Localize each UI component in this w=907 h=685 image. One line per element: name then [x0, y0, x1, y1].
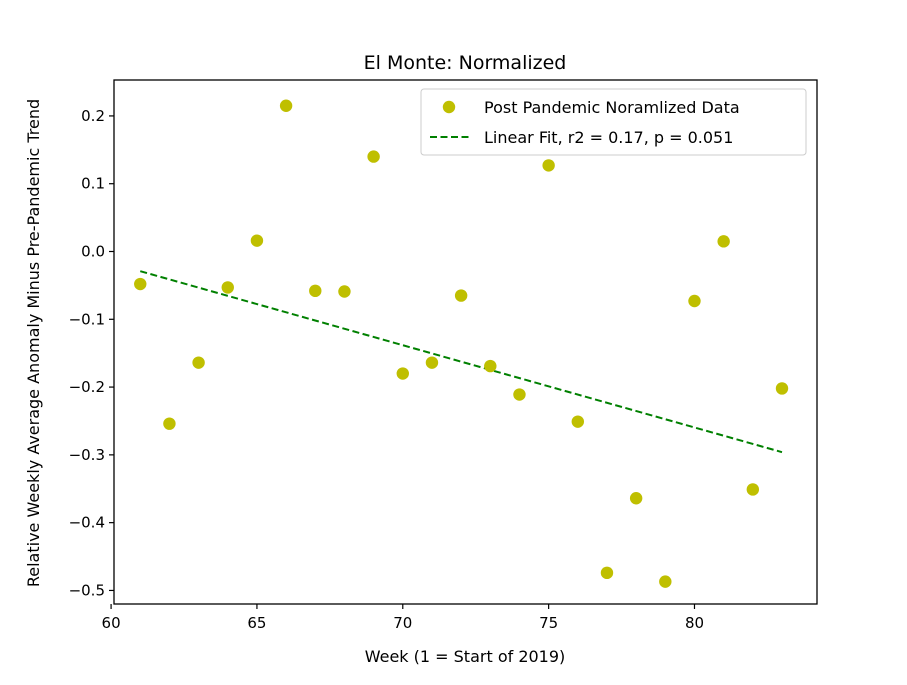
plot-area: [134, 99, 789, 588]
legend-marker-scatter: [442, 100, 456, 114]
data-point: [542, 159, 555, 172]
x-tick-label: 80: [685, 614, 704, 632]
x-tick-label: 60: [102, 614, 121, 632]
y-tick-label: −0.2: [69, 378, 105, 396]
data-point: [746, 483, 760, 496]
data-point: [163, 417, 176, 430]
data-point: [221, 281, 234, 294]
legend-label: Linear Fit, r2 = 0.17, p = 0.051: [484, 128, 733, 147]
data-point: [688, 294, 701, 308]
y-tick-label: 0.2: [81, 107, 105, 125]
data-point: [454, 289, 468, 302]
data-point: [571, 415, 585, 428]
data-point: [192, 356, 205, 369]
x-tick-label: 70: [393, 614, 412, 632]
data-point: [250, 234, 264, 247]
data-point: [600, 566, 614, 580]
linear-fit-line: [139, 270, 783, 454]
y-tick-label: 0.1: [81, 175, 105, 193]
x-tick-label: 75: [539, 614, 558, 632]
y-tick-label: −0.1: [69, 310, 105, 328]
axes-frame: [113, 79, 818, 605]
y-tick-label: −0.3: [69, 446, 105, 464]
legend-label: Post Pandemic Noramlized Data: [484, 98, 740, 117]
data-point: [134, 277, 147, 291]
data-point: [309, 284, 322, 298]
x-tick-label: 65: [247, 614, 266, 632]
data-point: [338, 285, 351, 298]
data-point: [425, 356, 439, 369]
x-axis-label: Week (1 = Start of 2019): [365, 647, 566, 666]
data-point: [717, 235, 730, 248]
data-point: [775, 382, 789, 395]
data-point: [279, 99, 293, 112]
y-tick-label: −0.4: [69, 514, 105, 532]
y-axis-label: Relative Weekly Average Anomaly Minus Pr…: [24, 99, 43, 587]
x-axis-ticks: 60 65 70 75 80: [102, 604, 704, 632]
data-point: [659, 575, 672, 588]
data-point: [629, 492, 643, 505]
y-tick-label: 0.0: [81, 243, 105, 261]
data-point: [396, 367, 409, 380]
data-point: [367, 150, 380, 163]
chart-title: El Monte: Normalized: [364, 52, 567, 74]
data-point: [513, 388, 526, 401]
y-axis-ticks: −0.5 −0.4 −0.3 −0.2 −0.1 0.0 0.1 0.2: [69, 107, 114, 599]
data-point: [484, 359, 497, 373]
y-tick-label: −0.5: [69, 581, 105, 599]
legend-box: [420, 88, 807, 156]
legend: Post Pandemic Noramlized Data Linear Fit,…: [420, 88, 807, 156]
